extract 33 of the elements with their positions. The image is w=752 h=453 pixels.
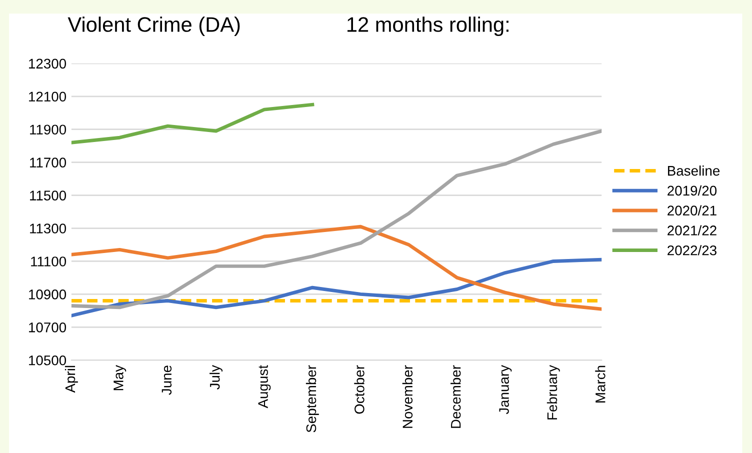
x-tick-label: December: [450, 365, 461, 428]
legend-label: 2022/23: [668, 245, 716, 256]
y-tick-label: 11900: [30, 124, 66, 135]
line-series: [71, 224, 602, 311]
y-tick-label: 11500: [30, 190, 66, 200]
x-tick-label: June: [162, 366, 172, 395]
y-tick-label: 11300: [30, 224, 66, 234]
x-tick-label: October: [354, 365, 364, 414]
line-series: [71, 258, 602, 318]
y-tick-label: 11700: [30, 158, 66, 168]
x-tick-label: July: [210, 365, 223, 390]
line-series: [71, 102, 314, 144]
x-tick-label: November: [402, 365, 413, 428]
y-tick-label: 10500: [29, 355, 66, 366]
legend-label: 2021/22: [668, 225, 716, 236]
chart-title: Violent Crime (DA): [68, 16, 240, 36]
y-tick-label: 12100: [29, 92, 66, 102]
chart-subtitle: 12 months rolling:: [348, 16, 508, 36]
legend-label: Baseline: [668, 166, 720, 176]
legend-label: 2020/21: [668, 205, 716, 216]
x-tick-label: September: [306, 365, 319, 432]
x-tick-label: April: [64, 366, 78, 393]
x-tick-label: February: [546, 365, 560, 420]
x-tick-label: August: [258, 365, 271, 408]
x-tick-label: January: [499, 365, 512, 414]
line-series: [71, 129, 602, 310]
y-tick-label: 12300: [29, 58, 66, 69]
x-tick-label: March: [595, 366, 606, 402]
y-tick-label: 11100: [31, 256, 66, 266]
y-tick-label: 10700: [29, 322, 66, 332]
y-tick-label: 10900: [29, 290, 66, 300]
x-tick-label: May: [114, 365, 126, 390]
legend-label: 2019/20: [668, 185, 717, 196]
